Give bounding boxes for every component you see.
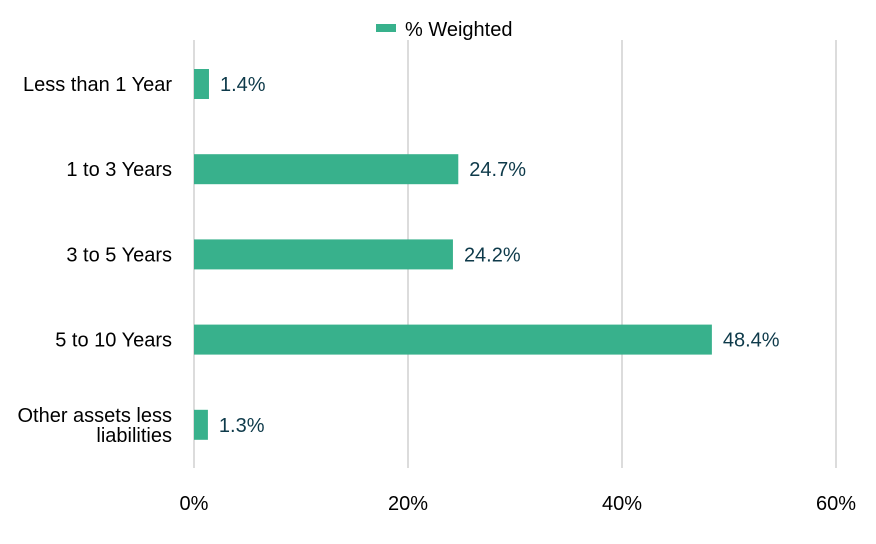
bar-value-label: 24.2% bbox=[464, 244, 521, 266]
legend-label: % Weighted bbox=[405, 19, 512, 41]
bar bbox=[194, 324, 712, 355]
category-label: 3 to 5 Years bbox=[66, 244, 172, 266]
x-tick-label: 60% bbox=[816, 493, 856, 515]
category-labels: Less than 1 Year 1 to 3 Years 3 to 5 Years… bbox=[17, 74, 172, 447]
bar bbox=[194, 239, 453, 270]
x-tick-label: 0% bbox=[180, 493, 209, 515]
bar-value-label: 1.3% bbox=[219, 415, 265, 437]
bar bbox=[194, 69, 209, 99]
bar-value-label: 48.4% bbox=[723, 330, 780, 352]
bars bbox=[194, 69, 712, 440]
category-label: 1 to 3 Years bbox=[66, 159, 172, 181]
category-label: liabilities bbox=[96, 425, 172, 447]
x-tick-label: 40% bbox=[602, 493, 642, 515]
legend-swatch bbox=[376, 24, 396, 32]
category-label: Less than 1 Year bbox=[23, 74, 172, 96]
bar-value-label: 24.7% bbox=[469, 159, 526, 181]
bar bbox=[194, 409, 208, 440]
data-labels: 1.4% 24.7% 24.2% 48.4% 1.3% bbox=[219, 74, 780, 437]
category-label: Other assets less bbox=[17, 405, 172, 427]
bar-value-label: 1.4% bbox=[220, 74, 266, 96]
bar bbox=[194, 154, 459, 185]
x-tick-label: 20% bbox=[388, 493, 428, 515]
category-label: 5 to 10 Years bbox=[55, 330, 172, 352]
x-axis-tick-labels: 0% 20% 40% 60% bbox=[180, 493, 857, 515]
legend: % Weighted bbox=[376, 19, 512, 41]
